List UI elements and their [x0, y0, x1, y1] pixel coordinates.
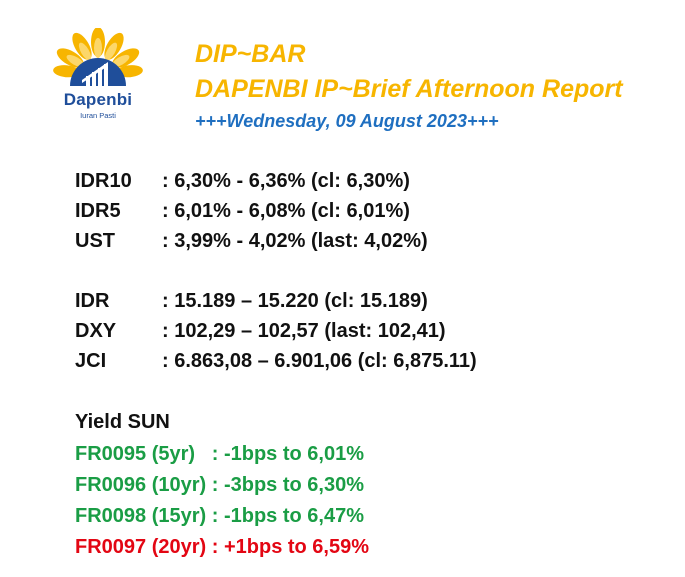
bond-value: : 6,30% - 6,36% (cl: 6,30%) [162, 170, 410, 192]
market-row-idr: IDR : 15.189 – 15.220 (cl: 15.189) [75, 290, 428, 313]
market-label: DXY [75, 320, 117, 342]
market-label: JCI [75, 350, 107, 372]
bond-value: : 6,01% - 6,08% (cl: 6,01%) [162, 200, 410, 222]
yield-row-fr0097: FR0097 (20yr) : +1bps to 6,59% [75, 536, 370, 558]
market-value: : 6.863,08 – 6.901,06 (cl: 6,875.11) [162, 350, 477, 372]
yield-row-fr0098: FR0098 (15yr) : -1bps to 6,47% [75, 505, 364, 527]
logo-tagline: Iuran Pasti [80, 111, 116, 120]
report-title: DIP~BAR [195, 40, 306, 68]
bond-label: IDR5 [75, 200, 121, 222]
yield-row-fr0095: FR0095 (5yr) : -1bps to 6,01% [75, 443, 364, 465]
bond-row-idr5: IDR5 : 6,01% - 6,08% (cl: 6,01%) [75, 200, 410, 223]
logo-name: Dapenbi [63, 90, 133, 109]
bond-value: : 3,99% - 4,02% (last: 4,02%) [162, 230, 428, 252]
bond-label: IDR10 [75, 170, 132, 192]
market-row-jci: JCI : 6.863,08 – 6.901,06 (cl: 6,875.11) [75, 350, 477, 373]
report-subtitle: DAPENBI IP~Brief Afternoon Report [195, 75, 623, 103]
market-value: : 102,29 – 102,57 (last: 102,41) [162, 320, 446, 342]
bond-row-ust: UST : 3,99% - 4,02% (last: 4,02%) [75, 230, 428, 253]
yield-sun-heading: Yield SUN [75, 411, 170, 433]
bond-row-idr10: IDR10 : 6,30% - 6,36% (cl: 6,30%) [75, 170, 410, 193]
market-value: : 15.189 – 15.220 (cl: 15.189) [162, 290, 428, 312]
dapenbi-logo: Dapenbi Iuran Pasti [42, 28, 154, 132]
bond-label: UST [75, 230, 115, 252]
market-row-dxy: DXY : 102,29 – 102,57 (last: 102,41) [75, 320, 446, 343]
sun-icon [53, 28, 143, 86]
market-label: IDR [75, 290, 110, 312]
report-date: +++Wednesday, 09 August 2023+++ [195, 111, 499, 131]
yield-row-fr0096: FR0096 (10yr) : -3bps to 6,30% [75, 474, 364, 496]
